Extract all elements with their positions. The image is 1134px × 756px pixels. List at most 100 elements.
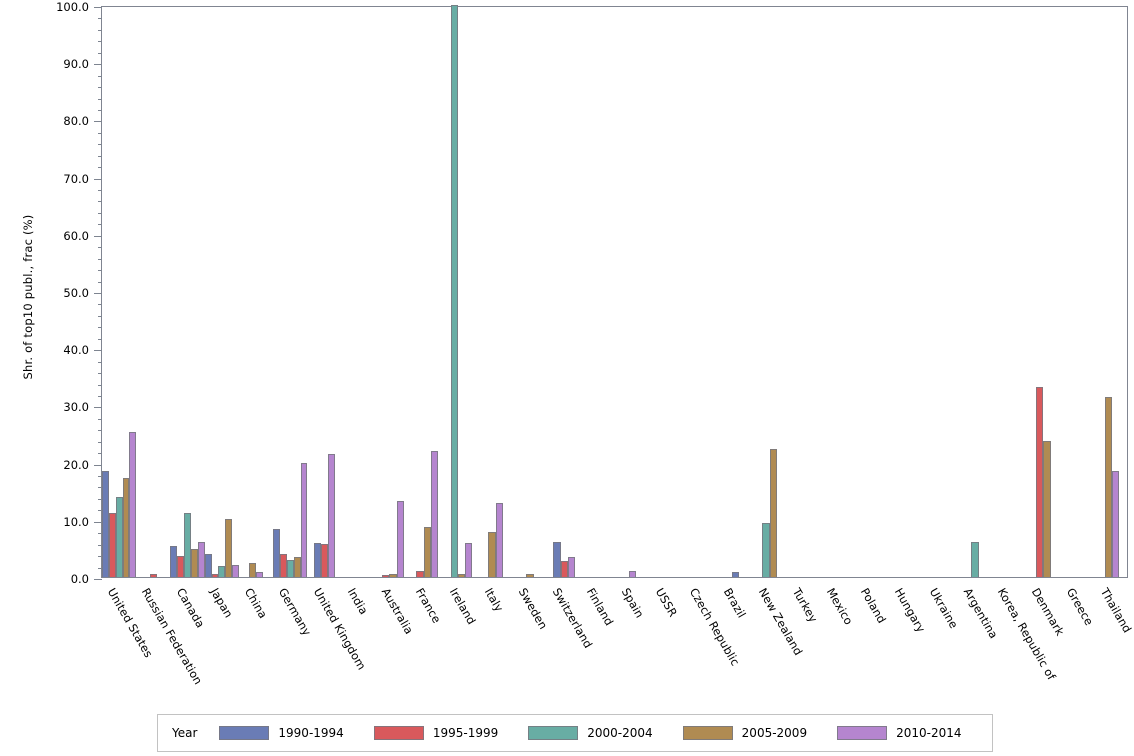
legend-swatch	[528, 726, 579, 740]
bar	[280, 553, 287, 577]
y-tick-minor	[97, 327, 102, 329]
y-tick-minor	[97, 430, 102, 432]
y-tick-minor	[97, 453, 102, 455]
x-tick-label: Germany	[276, 586, 314, 639]
bar	[218, 565, 226, 577]
x-tick-label: Mexico	[823, 586, 856, 628]
legend-swatch	[837, 726, 888, 740]
y-tick-minor	[97, 281, 102, 283]
bar	[102, 470, 109, 577]
bar	[115, 496, 123, 577]
y-tick-mark	[94, 464, 102, 466]
bar	[769, 449, 777, 577]
y-tick-minor	[97, 247, 102, 249]
bar	[526, 573, 534, 577]
legend-label: 1990-1994	[278, 726, 344, 740]
x-tick-label: Italy	[481, 586, 506, 615]
bar	[465, 542, 473, 577]
y-tick-minor	[97, 418, 102, 420]
x-tick-label: Hungary	[892, 586, 928, 635]
legend-item[interactable]: 2005-2009	[682, 726, 808, 740]
y-tick-minor	[97, 361, 102, 363]
bar	[184, 512, 191, 577]
x-tick-label: India	[344, 586, 370, 617]
bar	[225, 518, 233, 577]
bar-group	[102, 7, 137, 577]
y-tick-minor	[97, 476, 102, 478]
y-tick-minor	[97, 52, 102, 54]
bar	[457, 573, 466, 577]
legend-item[interactable]: 1995-1999	[373, 726, 499, 740]
x-tick-label: Denmark	[1029, 586, 1067, 639]
bar	[1104, 396, 1112, 577]
x-tick-label: Argentina	[960, 586, 1000, 642]
legend-label: 2010-2014	[896, 726, 962, 740]
legend-item[interactable]: 1990-1994	[219, 726, 344, 740]
bar-group	[1095, 7, 1129, 577]
bar-group	[273, 7, 308, 577]
y-tick-label: 40.0	[63, 343, 89, 358]
y-tick-minor	[97, 75, 102, 77]
bar	[286, 560, 294, 577]
legend-items: 1990-1994 1995-1999 2000-2004 2005-2009 2010…	[219, 726, 991, 740]
y-tick-label: 90.0	[63, 57, 89, 72]
legend-item[interactable]: 2000-2004	[528, 726, 653, 740]
y-tick-mark	[94, 235, 102, 237]
y-tick-minor	[97, 270, 102, 272]
y-tick-minor	[97, 167, 102, 169]
bar	[170, 546, 178, 577]
bar	[488, 531, 496, 577]
y-tick-mark	[94, 7, 102, 8]
bar	[396, 500, 404, 577]
y-tick-label: 30.0	[63, 400, 89, 415]
bar	[1111, 470, 1120, 577]
bar	[495, 503, 503, 577]
x-tick-label: Japan	[207, 586, 235, 621]
bar	[416, 570, 424, 577]
y-tick-minor	[97, 338, 102, 340]
y-tick-label: 10.0	[63, 514, 89, 529]
legend-item[interactable]: 2010-2014	[837, 726, 962, 740]
y-tick-minor	[97, 212, 102, 214]
y-tick-minor	[97, 395, 102, 397]
y-tick-mark	[94, 407, 102, 409]
bar	[293, 556, 301, 577]
bar	[256, 572, 264, 577]
y-tick-minor	[97, 567, 102, 569]
bar-group	[924, 7, 958, 577]
y-tick-mark	[94, 521, 102, 523]
legend-label: 2000-2004	[587, 726, 653, 740]
bar-group	[718, 7, 752, 577]
bar	[122, 478, 130, 577]
bar	[197, 542, 205, 577]
x-tick-label: Poland	[857, 586, 889, 626]
bar	[423, 526, 431, 577]
bar-group	[650, 7, 684, 577]
y-tick-minor	[97, 533, 102, 535]
y-tick-minor	[97, 224, 102, 226]
bar	[204, 553, 212, 577]
bar-group	[239, 7, 273, 577]
x-tick-label: Ireland	[447, 586, 479, 627]
y-tick-minor	[97, 441, 102, 443]
legend-label: 1995-1999	[432, 726, 499, 740]
bar	[567, 556, 575, 577]
y-tick-minor	[97, 87, 102, 89]
bar-group	[787, 7, 821, 577]
legend-label: 2005-2009	[741, 726, 808, 740]
bar-group	[1061, 7, 1095, 577]
y-tick-minor	[97, 155, 102, 157]
y-tick-minor	[97, 510, 102, 512]
y-tick-label: 80.0	[63, 114, 89, 129]
y-tick-minor	[97, 487, 102, 489]
x-tick-label: Sweden	[515, 586, 550, 632]
bar	[177, 556, 185, 577]
x-tick-label: France	[412, 586, 444, 626]
y-axis-title: Shr. of top10 publ., frac (%)	[21, 214, 35, 380]
y-tick-mark	[94, 350, 102, 352]
y-tick-minor	[97, 384, 102, 386]
bar	[313, 542, 321, 577]
bar	[1036, 387, 1044, 577]
x-tick-label: Brazil	[721, 586, 749, 621]
y-tick-minor	[97, 98, 102, 100]
